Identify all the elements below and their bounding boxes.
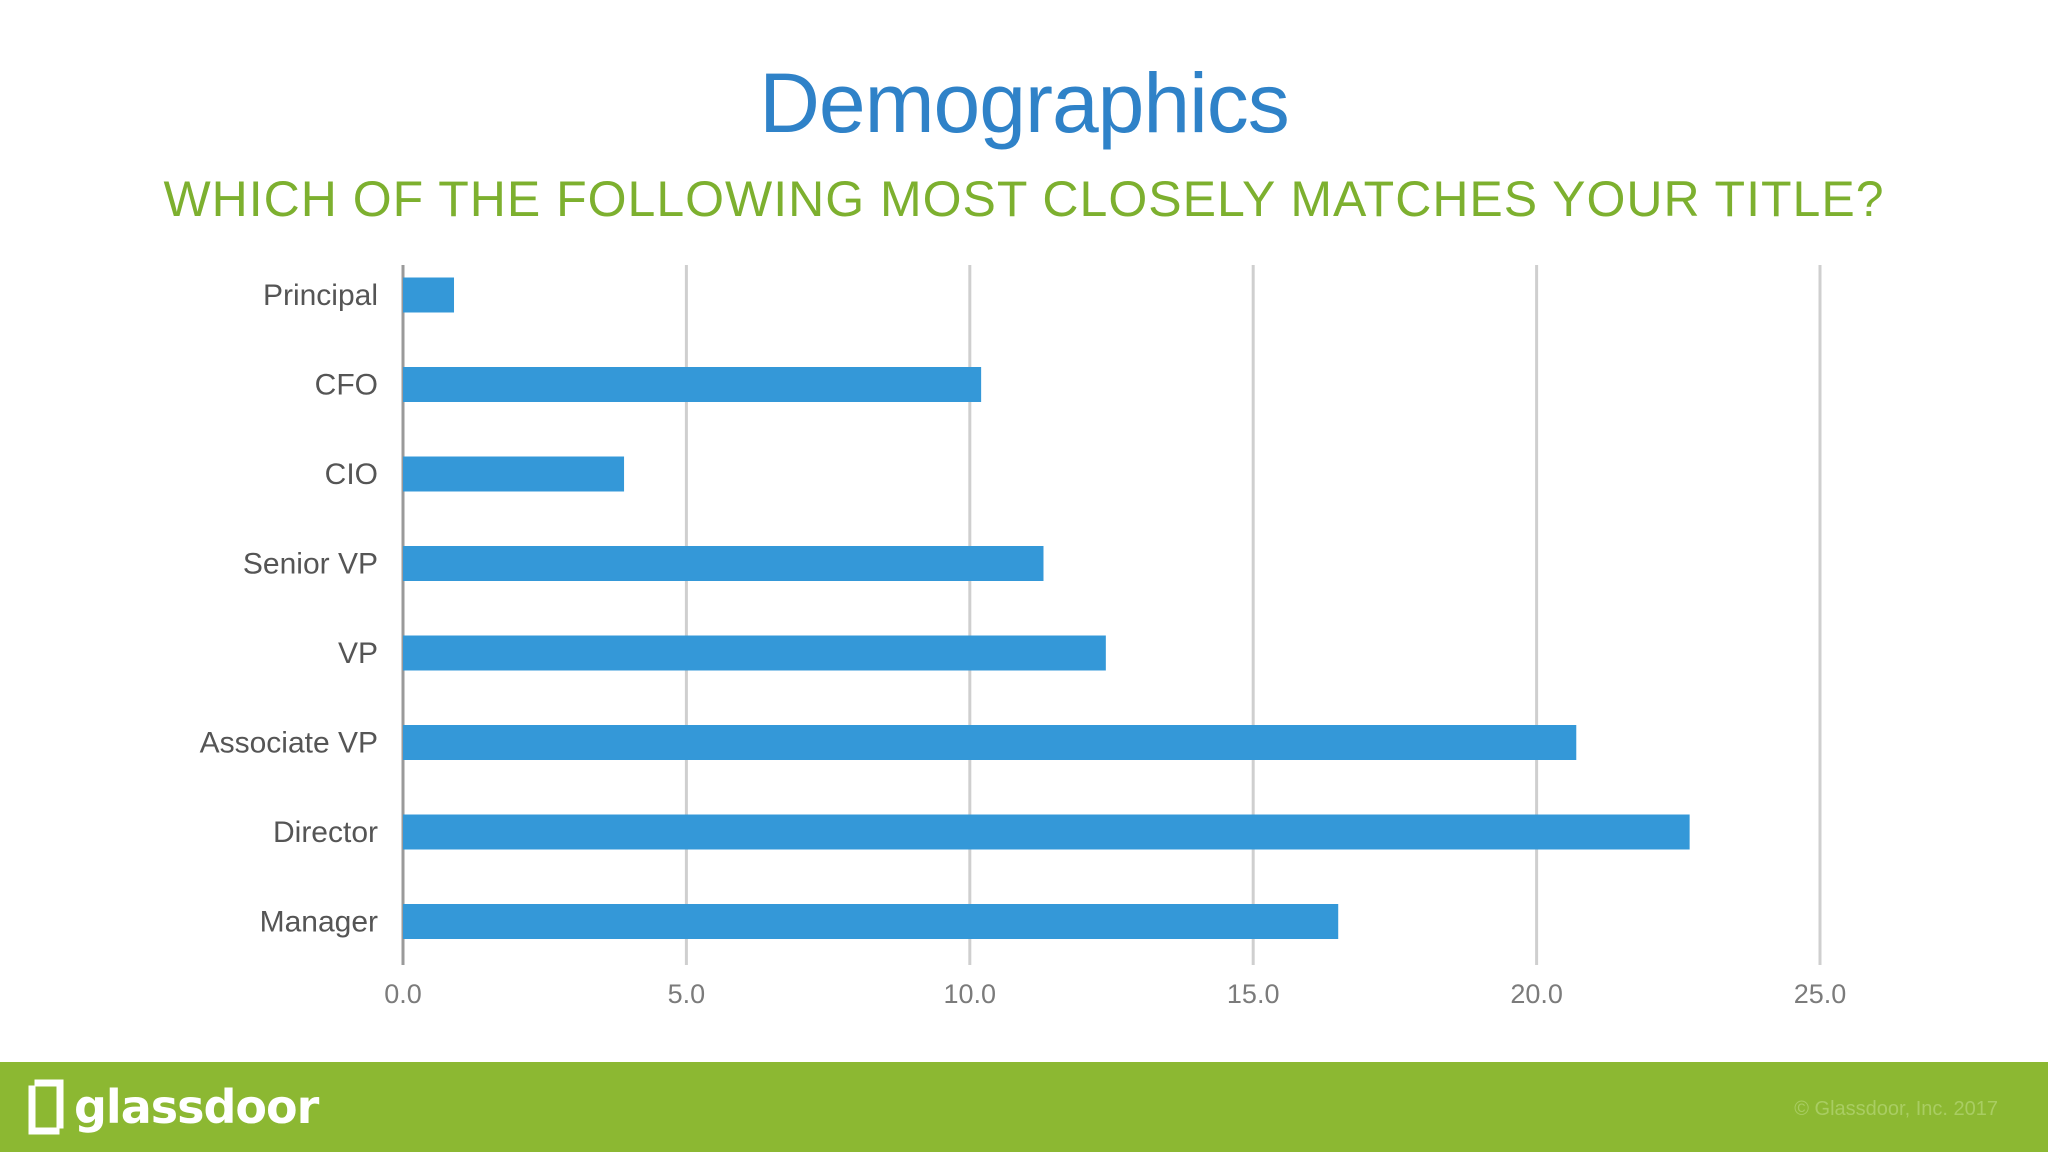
category-label: CFO: [315, 369, 378, 402]
x-tick-label: 5.0: [668, 979, 706, 1009]
logo-text: glassdoor: [74, 1080, 319, 1134]
category-label: Senior VP: [243, 548, 378, 581]
x-tick-label: 20.0: [1510, 979, 1563, 1009]
slide-subtitle: WHICH OF THE FOLLOWING MOST CLOSELY MATC…: [163, 171, 1885, 227]
category-label: Principal: [263, 279, 378, 312]
bar[interactable]: [403, 725, 1577, 760]
bar[interactable]: [403, 456, 625, 492]
glassdoor-logo[interactable]: glassdoor: [28, 1076, 319, 1138]
category-label: Associate VP: [200, 727, 378, 760]
bar[interactable]: [403, 904, 1339, 939]
bar[interactable]: [403, 814, 1690, 850]
category-label: Manager: [260, 906, 378, 939]
x-tick-label: 0.0: [384, 979, 422, 1009]
bar[interactable]: [403, 635, 1106, 671]
category-label: VP: [338, 637, 378, 670]
bar-chart: 0.0 5.0 10.0 15.0 20.0 25.0 Principal CFO CIO Sen…: [200, 265, 1847, 1009]
bar[interactable]: [403, 546, 1044, 581]
copyright-text: © Glassdoor, Inc. 2017: [1794, 1098, 1998, 1120]
x-tick-label: 15.0: [1227, 979, 1280, 1009]
footer-bar: glassdoor © Glassdoor, Inc. 2017: [0, 1062, 2048, 1152]
category-label: Director: [273, 816, 378, 849]
x-tick-label: 25.0: [1794, 979, 1847, 1009]
category-label: CIO: [325, 458, 378, 491]
x-tick-label: 10.0: [944, 979, 997, 1009]
bar[interactable]: [403, 367, 982, 402]
glassdoor-door-icon: [28, 1079, 64, 1135]
bar[interactable]: [403, 277, 455, 313]
slide-title: Demographics: [759, 56, 1290, 150]
